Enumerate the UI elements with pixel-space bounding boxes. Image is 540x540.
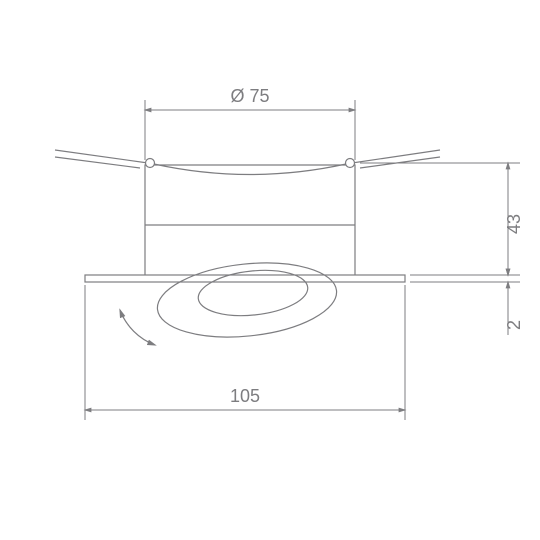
dim-height-upper: 43 [504, 214, 524, 234]
dimension-labels: Ø 75 43 2 105 [230, 86, 524, 406]
dim-height-lower: 2 [504, 320, 524, 330]
drawing-canvas: Ø 75 43 2 105 [0, 0, 540, 540]
dim-width: 105 [230, 386, 260, 406]
dimension-set [85, 100, 520, 420]
dim-top-diameter: Ø 75 [230, 86, 269, 106]
fixture-outline [55, 150, 440, 345]
